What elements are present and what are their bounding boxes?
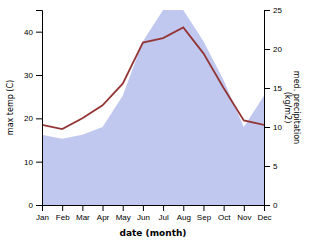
tick-mark [36,162,42,163]
axis-line [36,11,43,206]
y2-axis: 0 5 10 15 20 25 [264,6,282,210]
tick-mark [143,205,144,211]
tick-label: Nov [237,213,251,222]
line [42,27,264,129]
tick-mark [36,75,42,76]
axis-line [43,206,265,212]
tick-label: Jul [158,213,168,222]
tick-label: Jun [137,213,150,222]
tick: 30 [24,71,42,80]
area [42,10,264,205]
marks [42,10,264,205]
tick-label: Apr [97,213,110,222]
tick: Nov [237,205,251,222]
tick-label: Jan [36,213,49,222]
tick-label: 20 [24,114,33,123]
tick-label: May [116,213,131,222]
tick-mark [224,205,225,211]
tick-label: 15 [273,84,282,93]
tick-mark [244,205,245,211]
tick-label: Oct [218,213,231,222]
tick-label: Dec [257,213,271,222]
tick-mark [36,118,42,119]
tick-mark [62,205,63,211]
tick: 0 [264,201,278,210]
tick-mark [203,205,204,211]
tick-label: 0 [273,201,278,210]
tick: 20 [264,45,282,54]
tick: 15 [264,84,282,93]
tick-mark [183,205,184,211]
tick: 25 [264,6,282,15]
tick: Jan [36,205,49,222]
y2-axis-title-line: med. precipitation [292,71,301,144]
y2-axis-title: med. precipitation(kg/m2) [283,71,301,144]
tick-mark [264,205,270,206]
tick: Dec [257,205,271,222]
tick-label: 10 [273,123,282,132]
tick-label: 0 [29,201,34,210]
tick-mark [36,32,42,33]
tick: Aug [177,205,191,222]
x-axis-title: date (month) [120,228,187,238]
tick: Apr [97,205,110,222]
tick: 0 [29,201,42,210]
tick: Jun [137,205,150,222]
tick: Mar [76,205,90,222]
tick-label: 40 [24,28,33,37]
y-axis-title: max temp (C) [6,80,15,135]
tick: 5 [264,162,278,171]
tick-label: 5 [273,162,278,171]
tick-label: Feb [56,213,70,222]
tick-label: Mar [76,213,90,222]
tick: 10 [264,123,282,132]
tick-label: 25 [273,6,282,15]
tick: 40 [24,28,42,37]
tick-mark [264,127,270,128]
plot-area: JanFebMarAprMayJunJulAugSepOctNovDec0102… [6,6,301,238]
chart: JanFebMarAprMayJunJulAugSepOctNovDec0102… [0,0,318,243]
y-axis: 0 10 20 30 40 [24,11,42,211]
tick: Jul [158,205,168,222]
tick-label: Sep [197,213,212,222]
tick: 10 [24,158,42,167]
tick-mark [264,88,270,89]
tick-label: 30 [24,71,33,80]
tick: May [116,205,131,222]
tick-mark [36,205,42,206]
tick: Sep [197,205,212,222]
tick-mark [103,205,104,211]
tick: Oct [218,205,231,222]
tick-label: 20 [273,45,282,54]
tick-mark [264,10,270,11]
tick: 20 [24,114,42,123]
tick-mark [163,205,164,211]
tick-label: 10 [24,158,33,167]
tick: Feb [56,205,70,222]
tick-mark [264,166,270,167]
axis-line [265,11,271,206]
tick-mark [123,205,124,211]
tick-label: Aug [177,213,191,222]
tick-mark [264,49,270,50]
y2-axis-title-line: (kg/m2) [283,92,292,124]
tick-mark [82,205,83,211]
x-axis: Jan Feb Mar Apr May Jun Jul Aug Sep Oct Nov Dec [36,205,272,222]
